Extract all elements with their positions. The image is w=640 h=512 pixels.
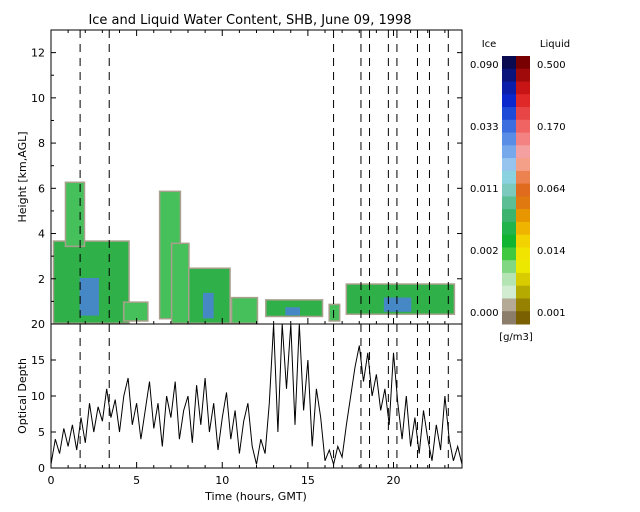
ice-color-swatch-0	[502, 56, 516, 70]
ice-color-swatch-10	[502, 183, 516, 197]
chart-title: Ice and Liquid Water Content, SHB, June …	[88, 13, 411, 28]
ice-tick-label-1: 0.033	[470, 122, 499, 133]
height-tick-label-3: 8	[38, 137, 45, 150]
od-tick-label-0: 0	[38, 462, 45, 475]
time-axis-label: Time (hours, GMT)	[204, 490, 307, 503]
liquid-color-swatch-9	[516, 170, 530, 185]
time-tick-label-1: 5	[133, 474, 140, 487]
liquid-tick-label-2: 0.064	[537, 184, 566, 195]
optical-depth-axis-label: Optical Depth	[16, 358, 29, 434]
ice-tick-label-2: 0.011	[470, 184, 499, 195]
colorbar-liquid-label: Liquid	[540, 39, 570, 50]
ice-color-swatch-9	[502, 170, 516, 185]
cloud-region-8	[329, 305, 339, 321]
liquid-color-swatch-0	[516, 56, 530, 70]
ice-color-swatch-8	[502, 158, 516, 172]
ice-color-swatch-19	[502, 298, 516, 312]
liquid-color-swatch-6	[516, 132, 530, 146]
liquid-color-swatch-8	[516, 158, 530, 172]
vertical-dashed-lines-lower	[79, 324, 449, 468]
ice-color-swatch-4	[502, 107, 516, 121]
liquid-color-swatch-17	[516, 272, 530, 287]
liquid-color-swatch-2	[516, 81, 530, 95]
liquid-color-swatch-5	[516, 119, 530, 134]
optical-depth-panel: 0 5 10 15 20 0 5 10 15 20 Optical Depth Time (ho…	[16, 318, 463, 503]
ice-color-swatch-15	[502, 247, 516, 261]
height-axis: 2 4 6 8 10 12	[31, 47, 462, 302]
time-tick-label-0: 0	[48, 474, 55, 487]
liquid-color-swatch-1	[516, 68, 530, 83]
ice-patch-0	[79, 277, 99, 316]
time-axis: 0 5 10 15 20	[48, 462, 446, 487]
cloud-field	[52, 181, 456, 324]
liquid-color-swatch-16	[516, 260, 530, 274]
liquid-color-swatch-19	[516, 298, 530, 312]
liquid-color-swatch-15	[516, 247, 530, 261]
height-tick-label-4: 10	[31, 92, 45, 105]
height-tick-label-1: 4	[38, 228, 45, 241]
ice-color-swatch-20	[502, 311, 516, 325]
ice-tick-label-0: 0.090	[470, 60, 499, 71]
ice-color-swatch-5	[502, 119, 516, 134]
liquid-color-scale	[516, 56, 530, 325]
cloud-region-4	[172, 244, 189, 323]
ice-color-swatch-6	[502, 132, 516, 146]
liquid-color-swatch-14	[516, 234, 530, 248]
optical-depth-axis: 0 5 10 15 20	[31, 318, 462, 475]
vertical-dashed-lines	[79, 30, 449, 324]
od-tick-label-4: 20	[31, 318, 45, 331]
colorbar-units: [g/m3]	[499, 332, 533, 343]
liquid-color-swatch-13	[516, 221, 530, 236]
ice-color-swatch-11	[502, 196, 516, 210]
colorbar-tick-labels: 0.090 0.500 0.033 0.170 0.011 0.064 0.002 0.014…	[470, 60, 566, 319]
colorbar: Ice Liquid 0.090 0.500 0.033 0.170 0.011 0.06…	[470, 39, 570, 343]
od-tick-label-3: 15	[31, 354, 45, 367]
ice-color-swatch-18	[502, 285, 516, 299]
liquid-color-swatch-7	[516, 145, 530, 159]
ice-tick-label-4: 0.000	[470, 308, 499, 319]
height-tick-label-5: 12	[31, 47, 45, 60]
liquid-color-swatch-20	[516, 311, 530, 325]
liquid-color-swatch-11	[516, 196, 530, 210]
od-tick-label-2: 10	[31, 390, 45, 403]
liquid-color-swatch-10	[516, 183, 530, 197]
ice-tick-label-3: 0.002	[470, 246, 499, 257]
water-content-panel: 2 4 6 8 10 12 Height [km,AGL]	[16, 29, 463, 325]
liquid-color-swatch-18	[516, 285, 530, 299]
ice-patch-9	[383, 297, 412, 312]
ice-patch-7	[285, 307, 300, 316]
cloud-region-6	[232, 298, 257, 323]
ice-color-swatch-7	[502, 145, 516, 159]
ice-color-scale	[502, 56, 516, 325]
ice-color-swatch-2	[502, 81, 516, 95]
time-tick-label-2: 10	[215, 474, 229, 487]
ice-color-swatch-12	[502, 209, 516, 223]
liquid-tick-label-3: 0.014	[537, 246, 566, 257]
liquid-tick-label-0: 0.500	[537, 60, 566, 71]
ice-color-swatch-13	[502, 221, 516, 236]
bottom-plot-frame	[50, 323, 463, 469]
liquid-color-swatch-12	[516, 209, 530, 223]
ice-patch-5	[202, 292, 214, 319]
ice-color-swatch-14	[502, 234, 516, 248]
optical-depth-series	[50, 323, 463, 467]
height-axis-label: Height [km,AGL]	[16, 131, 29, 222]
liquid-tick-label-4: 0.001	[537, 308, 566, 319]
ice-color-swatch-16	[502, 260, 516, 274]
height-tick-label-0: 2	[38, 273, 45, 286]
time-tick-label-3: 15	[301, 474, 315, 487]
ice-color-swatch-17	[502, 272, 516, 287]
ice-color-swatch-1	[502, 68, 516, 83]
od-tick-label-1: 5	[38, 426, 45, 439]
liquid-color-swatch-3	[516, 94, 530, 108]
colorbar-ice-label: Ice	[482, 39, 497, 50]
time-tick-label-4: 20	[387, 474, 401, 487]
cloud-region-2	[124, 302, 148, 321]
cloud-region-1	[66, 183, 84, 246]
ice-color-swatch-3	[502, 94, 516, 108]
liquid-color-swatch-4	[516, 107, 530, 121]
height-tick-label-2: 6	[38, 182, 45, 195]
liquid-tick-label-1: 0.170	[537, 122, 566, 133]
